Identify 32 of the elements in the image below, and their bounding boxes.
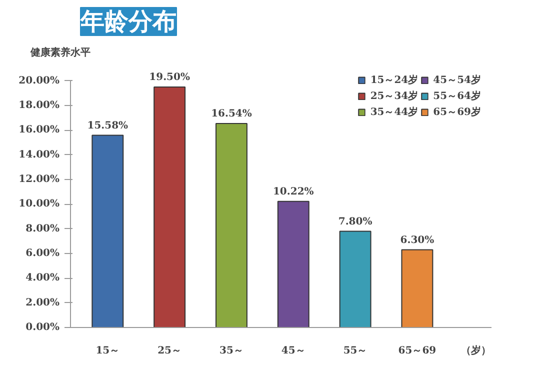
text: 15.58% xyxy=(87,120,128,132)
x-axis-title: （岁） xyxy=(461,344,492,356)
y-tick-label: 2.00% xyxy=(26,297,60,308)
text: 6.30% xyxy=(400,234,434,246)
legend-label: 35～44岁 xyxy=(370,106,418,119)
legend-label: 15～24岁 xyxy=(370,74,418,87)
y-tick-label: 6.00% xyxy=(26,248,60,259)
x-tick-label: 15～ xyxy=(96,346,120,356)
text: 10.22% xyxy=(272,186,314,198)
x-tick-label: 25～ xyxy=(158,346,182,356)
x-tick-label: 65～69 xyxy=(398,346,436,356)
text: 16.54% xyxy=(211,108,252,120)
y-tick-label: 20.00% xyxy=(18,75,60,86)
y-tick-label: 18.00% xyxy=(18,100,60,111)
x-tick-label: 35～ xyxy=(220,346,244,356)
chart-title: 年龄分布 xyxy=(80,8,176,36)
legend-label: 25～34岁 xyxy=(370,90,418,103)
y-tick-label: 4.00% xyxy=(26,272,60,284)
text: 7.80% xyxy=(338,216,372,228)
y-tick-label: 0.00% xyxy=(26,322,60,333)
x-tick-label: 45～ xyxy=(281,346,306,356)
legend-label: 65～69岁 xyxy=(433,106,481,119)
legend-label: 45～54岁 xyxy=(433,74,481,87)
y-tick-label: 12.00% xyxy=(18,174,60,185)
y-axis-title: 健康素养水平 xyxy=(30,46,90,58)
legend-label: 55～64岁 xyxy=(433,90,481,103)
text: 19.50% xyxy=(149,72,190,83)
y-tick-label: 14.00% xyxy=(18,149,60,160)
x-tick-label: 55～ xyxy=(343,346,368,356)
y-tick-label: 8.00% xyxy=(26,223,60,234)
y-tick-label: 16.00% xyxy=(18,124,60,136)
y-tick-label: 10.00% xyxy=(18,198,60,210)
